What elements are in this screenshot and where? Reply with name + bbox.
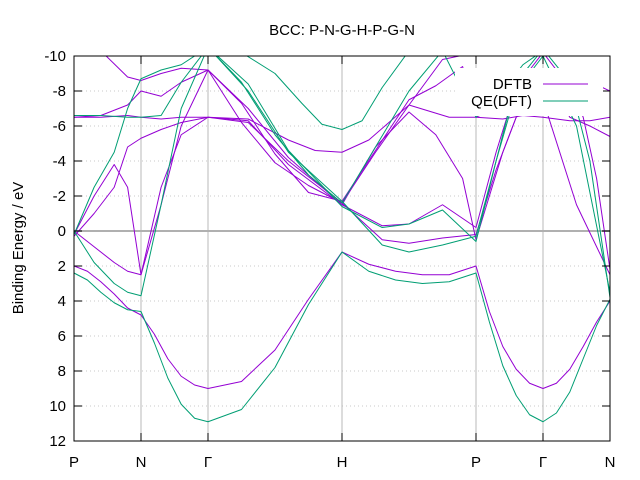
x-tick-label: P	[69, 454, 79, 471]
legend-label-qe-dft: QE(DFT)	[471, 93, 532, 110]
y-tick-label: 2	[58, 258, 66, 275]
y-tick-label: -8	[53, 83, 66, 100]
x-tick-label: H	[337, 454, 348, 471]
y-tick-label: -2	[53, 188, 66, 205]
band-line	[74, 56, 610, 298]
y-tick-label: 0	[58, 223, 66, 240]
x-tick-label: N	[136, 454, 147, 471]
band-line	[74, 251, 610, 389]
chart-title: BCC: P-N-G-H-P-G-N	[269, 22, 415, 39]
legend-background	[455, 68, 603, 116]
grid	[74, 56, 610, 441]
band-line	[74, 251, 610, 423]
y-tick-label: -10	[44, 48, 66, 65]
y-tick-label: 10	[49, 398, 66, 415]
y-tick-label: -6	[53, 118, 66, 135]
band-line	[74, 104, 610, 153]
x-tick-label: Γ	[204, 454, 212, 471]
legend: DFTB QE(DFT)	[455, 68, 603, 116]
x-tick-label: N	[605, 454, 616, 471]
y-tick-label: -4	[53, 153, 66, 170]
x-tick-label: Γ	[539, 454, 547, 471]
band-line	[74, 56, 610, 204]
y-tick-label: 6	[58, 328, 66, 345]
y-tick-label: 12	[49, 433, 66, 450]
y-tick-label: 4	[58, 293, 66, 310]
legend-label-dftb: DFTB	[493, 76, 532, 93]
x-tick-label: P	[471, 454, 481, 471]
y-axis-label: Binding Energy / eV	[10, 182, 27, 315]
band-line	[246, 56, 406, 130]
y-tick-label: 8	[58, 363, 66, 380]
